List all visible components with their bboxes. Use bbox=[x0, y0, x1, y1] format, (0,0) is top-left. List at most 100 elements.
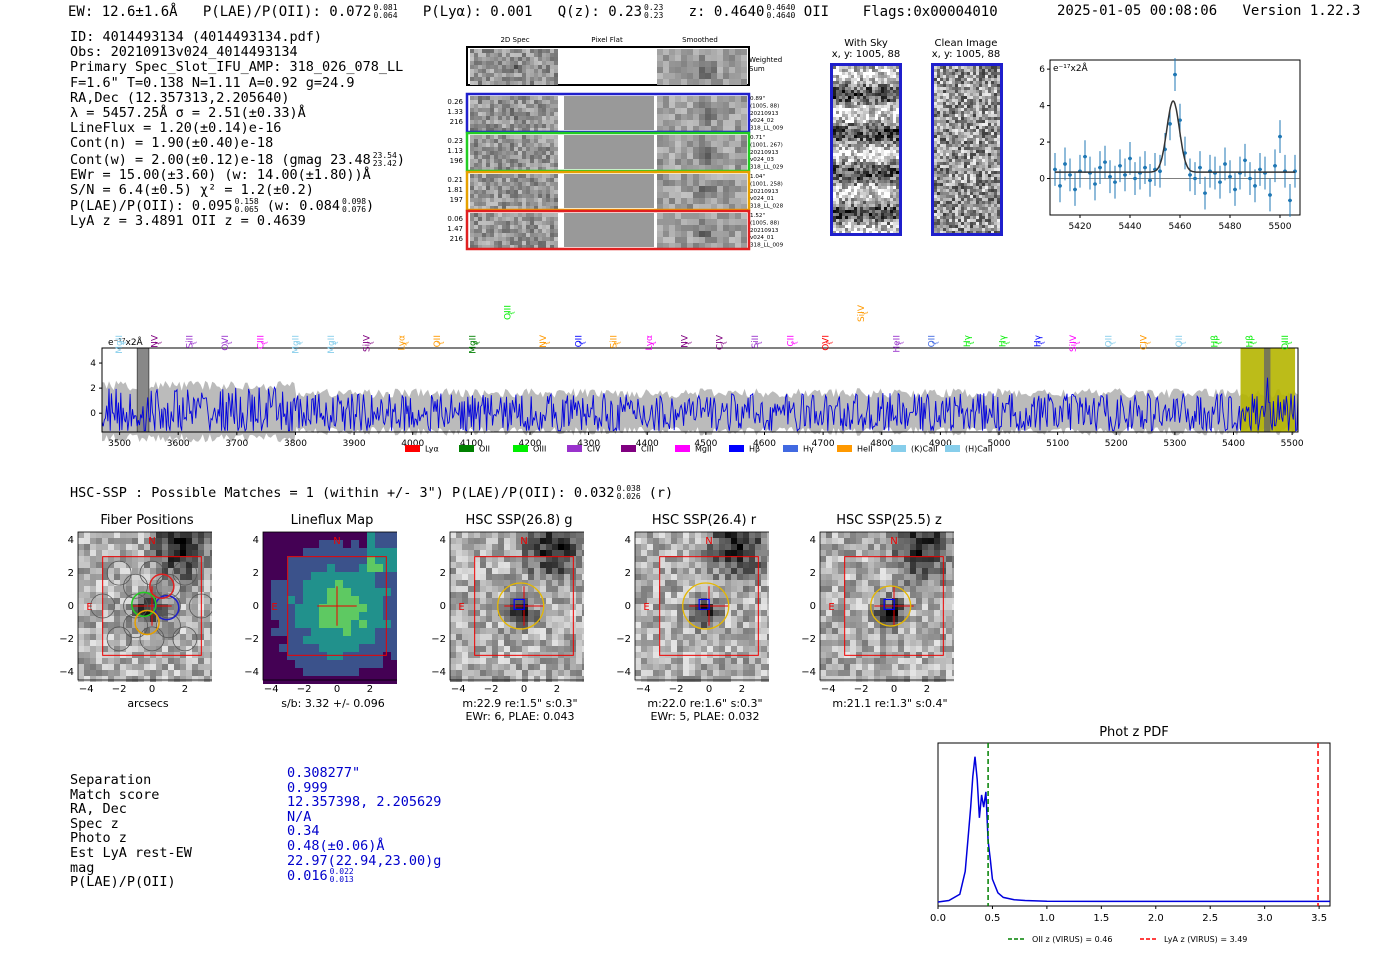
clean-pixel bbox=[988, 156, 991, 159]
sky-pixel bbox=[845, 171, 848, 174]
clean-pixel bbox=[982, 189, 985, 192]
clean-pixel bbox=[955, 81, 958, 84]
pixel bbox=[538, 143, 542, 147]
spec-line-bracket: { bbox=[190, 341, 198, 345]
clean-pixel bbox=[997, 198, 1000, 201]
sky-pixel bbox=[875, 120, 878, 123]
sky-pixel bbox=[875, 177, 878, 180]
pixel bbox=[657, 159, 663, 165]
pixel bbox=[506, 194, 510, 198]
sky-pixel bbox=[860, 111, 863, 114]
cutout-pixel bbox=[120, 574, 126, 580]
sky-pixel bbox=[869, 93, 872, 96]
pixel bbox=[506, 65, 510, 69]
clean-pixel bbox=[958, 219, 961, 222]
pixel bbox=[530, 128, 534, 132]
pixel bbox=[526, 202, 530, 206]
pixel bbox=[490, 116, 494, 120]
cutout-pixel bbox=[96, 562, 102, 568]
sky-pixel bbox=[884, 162, 887, 165]
cutout-pixel bbox=[174, 568, 180, 574]
pixel bbox=[723, 219, 729, 225]
clean-pixel bbox=[952, 87, 955, 90]
sky-pixel bbox=[869, 99, 872, 102]
cutout-pixel bbox=[102, 556, 108, 562]
sky-pixel bbox=[884, 117, 887, 120]
pixel bbox=[687, 147, 693, 153]
clean-pixel bbox=[973, 201, 976, 204]
pixel bbox=[542, 178, 546, 182]
sky-pixel bbox=[842, 222, 845, 225]
sky-pixel bbox=[878, 213, 881, 216]
sky-pixel bbox=[893, 75, 896, 78]
pixel bbox=[486, 174, 490, 178]
clean-pixel bbox=[958, 78, 961, 81]
pixel bbox=[542, 53, 546, 57]
cutout-pixel bbox=[90, 550, 96, 556]
pixel bbox=[669, 225, 675, 231]
pixel bbox=[735, 114, 741, 120]
pixel bbox=[741, 61, 747, 67]
sky-pixel bbox=[884, 75, 887, 78]
fit-ytick-label: 0 bbox=[1039, 175, 1045, 185]
cutout-pixel bbox=[150, 598, 156, 604]
sky-pixel bbox=[863, 138, 866, 141]
sky-pixel bbox=[878, 132, 881, 135]
pixel bbox=[470, 241, 474, 245]
sky-pixel bbox=[896, 99, 899, 102]
clean-pixel bbox=[988, 162, 991, 165]
with-sky-image bbox=[830, 63, 902, 236]
sky-pixel bbox=[836, 99, 839, 102]
sky-pixel bbox=[842, 135, 845, 138]
sky-pixel bbox=[857, 141, 860, 144]
sky-pixel bbox=[860, 177, 863, 180]
clean-pixel bbox=[967, 126, 970, 129]
pixel bbox=[741, 192, 747, 198]
pixel bbox=[741, 243, 747, 249]
sky-pixel bbox=[869, 114, 872, 117]
sky-pixel bbox=[896, 180, 899, 183]
pixel bbox=[526, 49, 530, 53]
clean-pixel bbox=[997, 117, 1000, 120]
cutout-pixel bbox=[168, 544, 174, 550]
clean-pixel bbox=[958, 150, 961, 153]
pixel bbox=[723, 231, 729, 237]
sky-pixel bbox=[857, 96, 860, 99]
clean-pixel bbox=[937, 153, 940, 156]
info-contw: Cont(w) = 2.00(±0.12)e-18 (gmag 23.48 23.… bbox=[70, 150, 405, 168]
sky-pixel bbox=[854, 126, 857, 129]
sky-pixel bbox=[884, 159, 887, 162]
sky-pixel bbox=[857, 132, 860, 135]
cutout-pixel bbox=[204, 568, 210, 574]
clean-pixel bbox=[970, 105, 973, 108]
sky-pixel bbox=[845, 186, 848, 189]
clean-pixel bbox=[955, 141, 958, 144]
sky-pixel bbox=[857, 162, 860, 165]
clean-pixel bbox=[982, 117, 985, 120]
sky-pixel bbox=[866, 216, 869, 219]
pixel bbox=[490, 217, 494, 221]
clean-pixel bbox=[982, 147, 985, 150]
clean-pixel bbox=[982, 66, 985, 69]
pixel bbox=[669, 204, 675, 210]
sky-pixel bbox=[881, 99, 884, 102]
clean-pixel bbox=[958, 102, 961, 105]
sky-pixel bbox=[890, 150, 893, 153]
pixel bbox=[506, 163, 510, 167]
pixel bbox=[681, 55, 687, 61]
sky-pixel bbox=[866, 117, 869, 120]
sky-pixel bbox=[893, 195, 896, 198]
sky-pixel bbox=[833, 204, 836, 207]
clean-pixel bbox=[937, 126, 940, 129]
pixel bbox=[542, 213, 546, 217]
pixel bbox=[494, 186, 498, 190]
sky-pixel bbox=[857, 78, 860, 81]
clean-pixel bbox=[964, 99, 967, 102]
pixel bbox=[711, 55, 717, 61]
sky-pixel bbox=[833, 231, 836, 234]
sky-pixel bbox=[833, 108, 836, 111]
clean-pixel bbox=[934, 168, 937, 171]
clean-pixel bbox=[988, 201, 991, 204]
spec-line-bracket: { bbox=[1108, 341, 1116, 345]
pixel bbox=[699, 165, 705, 171]
